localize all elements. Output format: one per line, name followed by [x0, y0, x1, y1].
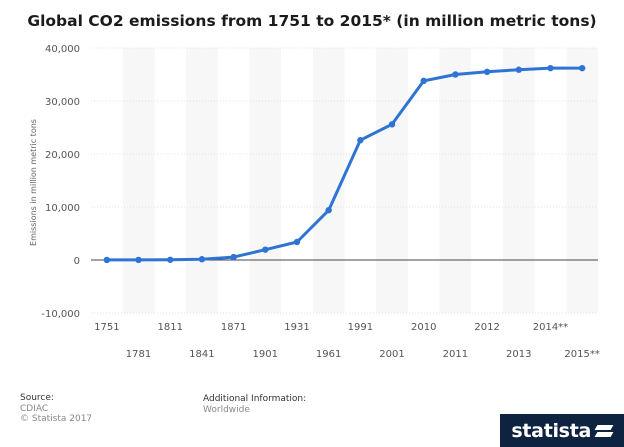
x-tick-label: 1961 — [316, 349, 341, 360]
x-tick-label: 1811 — [157, 322, 182, 333]
chart-title: Global CO2 emissions from 1751 to 2015* … — [27, 12, 597, 30]
column-band — [122, 48, 155, 313]
additional-info-label: Additional Information: — [203, 394, 307, 404]
data-point — [578, 64, 586, 72]
statista-icon — [596, 424, 612, 438]
source-block: Source: CDIAC © Statista 2017 — [20, 393, 92, 425]
x-tick-label: 1901 — [253, 349, 278, 360]
data-point — [547, 64, 554, 72]
column-band — [566, 48, 598, 313]
source-name[interactable]: CDIAC — [20, 403, 49, 414]
x-tick-label: 1871 — [221, 322, 246, 333]
column-band — [249, 48, 282, 313]
data-point — [293, 238, 301, 246]
data-point — [167, 256, 174, 263]
y-tick-label: 30,000 — [45, 97, 80, 108]
x-tick-label: 2015** — [564, 349, 599, 360]
data-point — [515, 66, 522, 73]
statista-logo[interactable]: statista — [500, 414, 624, 447]
y-tick-label: 10,000 — [45, 203, 80, 214]
data-point — [325, 206, 332, 214]
additional-info-value: Worldwide — [203, 404, 250, 415]
x-tick-label: 2013 — [506, 349, 531, 360]
additional-info-block: Additional Information: Worldwide — [203, 394, 306, 415]
data-point — [135, 256, 142, 264]
data-point — [357, 137, 364, 144]
data-point — [483, 68, 491, 76]
source-label: Source: — [20, 393, 54, 403]
x-tick-label: 2010 — [411, 322, 436, 333]
data-point — [420, 77, 427, 85]
data-point — [230, 253, 237, 261]
data-point — [198, 256, 206, 263]
series-line — [105, 66, 584, 262]
x-tick-label: 2012 — [474, 322, 499, 333]
column-band — [502, 48, 535, 313]
y-axis-title: Emissions in million metric tons — [29, 119, 38, 246]
y-tick-label: 40,000 — [45, 44, 80, 55]
x-tick-label: 2014** — [533, 322, 568, 333]
data-point — [262, 246, 269, 253]
y-tick-label: 20,000 — [45, 150, 80, 161]
brand-name: statista — [511, 419, 591, 442]
x-tick-label: 2001 — [379, 349, 404, 360]
column-band — [186, 48, 218, 313]
x-tick-label: 1841 — [189, 349, 214, 360]
x-tick-label: 2011 — [443, 349, 468, 360]
column-band — [312, 48, 345, 313]
data-point — [388, 121, 396, 128]
x-tick-label: 1931 — [284, 322, 309, 333]
data-point — [452, 71, 459, 78]
x-tick-label: 1751 — [94, 322, 119, 333]
data-point — [103, 256, 111, 264]
y-tick-label: -10,000 — [41, 309, 80, 320]
x-tick-label: 1781 — [126, 349, 151, 360]
copyright-text: © Statista 2017 — [20, 414, 93, 424]
y-tick-label: 0 — [74, 256, 80, 267]
column-band — [376, 48, 408, 313]
x-tick-label: 1991 — [348, 322, 373, 333]
column-band — [439, 48, 472, 313]
line-chart: -10,000 0 10,000 20,000 30,000 40,000 Emission… — [29, 44, 600, 360]
